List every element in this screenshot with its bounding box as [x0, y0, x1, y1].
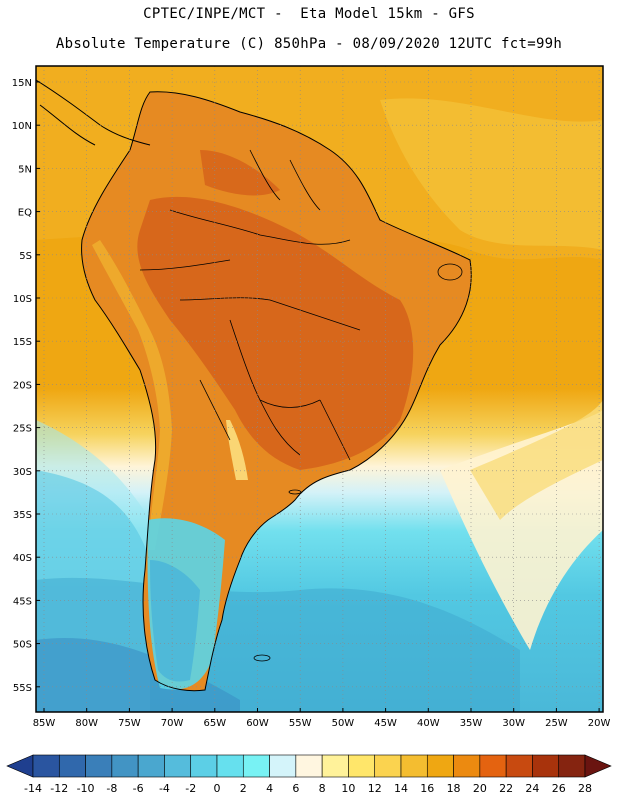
chaco-cool-tongue	[226, 420, 248, 480]
colorbar-label: 18	[446, 782, 461, 795]
longitude-label: 65W	[203, 718, 226, 729]
longitude-label: 70W	[161, 718, 184, 729]
latitude-label: 30S	[13, 467, 32, 478]
longitude-label: 85W	[33, 718, 56, 729]
colorbar-label: 12	[367, 782, 382, 795]
longitude-label: 75W	[118, 718, 141, 729]
latitude-label: 15S	[13, 337, 32, 348]
colorbar-segment	[479, 754, 507, 778]
latitude-label: 10N	[12, 121, 32, 132]
graticule	[36, 66, 603, 712]
map-field	[36, 66, 603, 712]
colorbar-label: 6	[292, 782, 300, 795]
central-america-coast-south	[39, 104, 96, 146]
latitude-labels: 15N 10N 5N EQ 5S 10S 15S 20S 25S 30S 35S 40S 45S 50S 5…	[12, 78, 40, 694]
colorbar-segment	[190, 754, 218, 778]
colorbar-label: 2	[239, 782, 247, 795]
atlantic-warm-core	[470, 400, 603, 520]
colorbar-max-arrow	[584, 754, 612, 778]
colorbar-label: -8	[106, 782, 118, 795]
latitude-label: 25S	[13, 424, 32, 435]
colorbar-segment	[32, 754, 60, 778]
colorbar-segment	[85, 754, 113, 778]
colorbar-label: 10	[341, 782, 356, 795]
longitude-label: 25W	[545, 718, 568, 729]
colorbar-segment	[269, 754, 297, 778]
atlantic-warm-band	[380, 98, 603, 251]
colorbar-label: 20	[472, 782, 487, 795]
title-line-2: Absolute Temperature (C) 850hPa - 08/09/…	[55, 36, 563, 52]
hot-north-patch	[200, 150, 280, 196]
falklands-outline	[288, 489, 302, 495]
longitude-label: 35W	[460, 718, 483, 729]
longitude-label: 30W	[502, 718, 525, 729]
colorbar-segment	[374, 754, 402, 778]
colorbar-segment	[58, 754, 86, 778]
longitude-label: 20W	[588, 718, 611, 729]
colorbar-segment	[111, 754, 139, 778]
colorbar-label: 8	[318, 782, 326, 795]
longitude-label: 55W	[289, 718, 312, 729]
longitude-label: 40W	[417, 718, 440, 729]
central-america-coast	[36, 79, 151, 146]
colorbar-segment	[295, 754, 323, 778]
colorbar-segment	[164, 754, 192, 778]
brazil-east-coast-detail	[437, 263, 463, 281]
southern-coldest-area	[36, 638, 240, 712]
latitude-label: 5N	[18, 164, 32, 175]
colorbar-label: 14	[394, 782, 408, 795]
colorbar-label: 0	[213, 782, 221, 795]
colorbar-segment	[348, 754, 376, 778]
latitude-label: 55S	[13, 683, 32, 694]
colorbar-label: 22	[499, 782, 514, 795]
latitude-label: 45S	[13, 596, 32, 607]
latitude-label: 15N	[12, 78, 32, 89]
latitude-label: 40S	[13, 553, 32, 564]
latitude-label: 20S	[13, 380, 32, 391]
colorbar	[6, 754, 612, 778]
latitude-label: 35S	[13, 510, 32, 521]
colorbar-label: -12	[50, 782, 69, 795]
colorbar-label: 26	[551, 782, 566, 795]
colorbar-label: -4	[158, 782, 170, 795]
colorbar-segment	[426, 754, 454, 778]
colorbar-segment	[137, 754, 165, 778]
coastline	[81, 91, 472, 692]
colorbar-label: -2	[185, 782, 197, 795]
colorbar-min-arrow	[6, 754, 34, 778]
colorbar-segment	[216, 754, 244, 778]
andes-ridge	[92, 240, 172, 550]
colorbar-label: -10	[76, 782, 95, 795]
longitude-label: 60W	[246, 718, 269, 729]
latitude-label: 5S	[19, 251, 32, 262]
colorbar-label: 28	[578, 782, 592, 795]
colorbar-segment	[532, 754, 560, 778]
colorbar-segment	[400, 754, 428, 778]
longitude-label: 80W	[75, 718, 98, 729]
longitude-label: 50W	[332, 718, 355, 729]
latitude-label: 50S	[13, 640, 32, 651]
colorbar-segment	[505, 754, 533, 778]
colorbar-label: 24	[525, 782, 540, 795]
colorbar-segment	[558, 754, 586, 778]
colorbar-segment	[242, 754, 270, 778]
colorbar-segment	[453, 754, 481, 778]
colorbar-label: -6	[132, 782, 144, 795]
colorbar-label: 4	[266, 782, 274, 795]
longitude-labels: 85W 80W 75W 70W 65W 60W 55W 50W 45W 40W 35W 30W 25W 2…	[33, 708, 611, 729]
latitude-label: EQ	[18, 208, 32, 219]
colorbar-label: -14	[24, 782, 42, 795]
map-frame	[35, 65, 604, 713]
island-outline	[253, 654, 271, 662]
hot-core	[137, 196, 414, 471]
title-line-1: CPTEC/INPE/MCT - Eta Model 15km - GFS	[143, 6, 475, 22]
latitude-label: 10S	[13, 294, 32, 305]
colorbar-label: 16	[420, 782, 435, 795]
longitude-label: 45W	[374, 718, 397, 729]
colorbar-segment	[321, 754, 349, 778]
patagonia-colder	[150, 560, 200, 682]
